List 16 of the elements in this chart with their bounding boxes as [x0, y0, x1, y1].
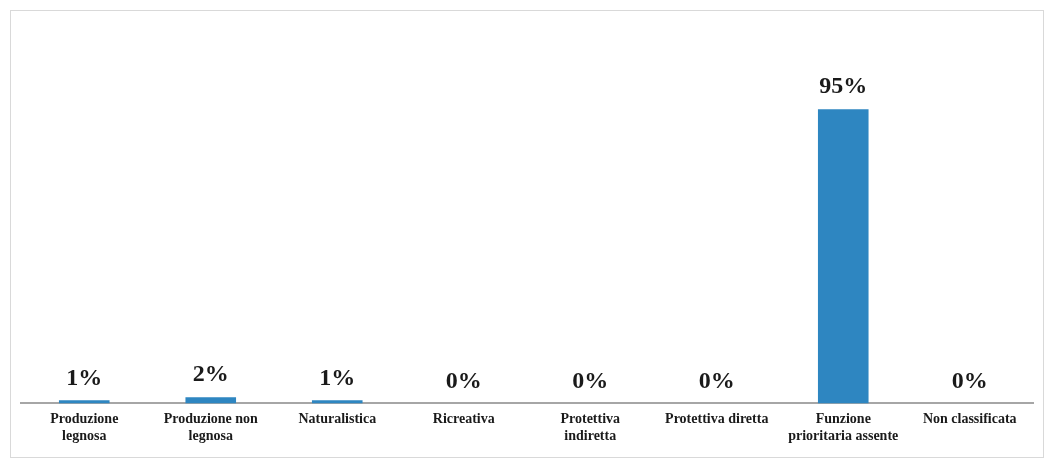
x-tick-label: Produzione non legnosa — [163, 411, 259, 444]
data-label: 95% — [819, 72, 868, 99]
data-label: 0% — [572, 366, 609, 393]
x-tick-label: Produzione legnosa — [50, 411, 119, 444]
data-label: 2% — [192, 360, 229, 387]
data-label: 0% — [445, 366, 482, 393]
data-label: 1% — [66, 363, 103, 390]
x-tick-label: Naturalistica — [298, 411, 377, 427]
data-label: 0% — [951, 366, 988, 393]
x-tick-label: Funzione prioritaria assente — [788, 411, 899, 444]
x-tick-label: Protettiva indiretta — [560, 411, 621, 444]
x-tick-label: Ricreativa — [432, 411, 495, 427]
data-label: 0% — [698, 366, 735, 393]
x-tick-label: Non classificata — [922, 411, 1017, 427]
data-label: 1% — [319, 363, 356, 390]
x-tick-label: Protettiva diretta — [665, 411, 769, 427]
